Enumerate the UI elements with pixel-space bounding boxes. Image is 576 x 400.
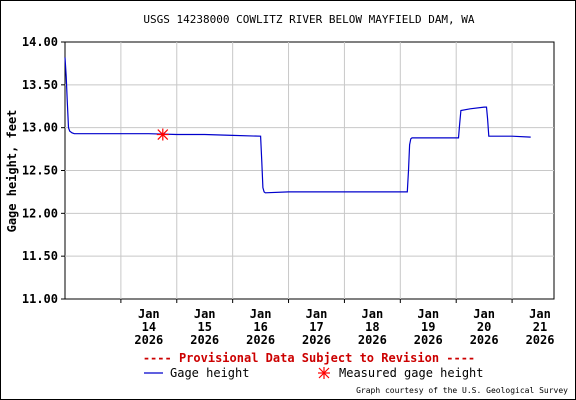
y-tick-label: 12.00 [22,206,58,220]
svg-text:2026: 2026 [414,333,443,347]
y-axis-label: Gage height, feet [5,110,19,233]
measured-point-marker [156,128,169,141]
y-tick-label: 13.00 [22,121,58,135]
y-tick-label: 12.50 [22,164,58,178]
svg-text:2026: 2026 [526,333,555,347]
svg-text:2026: 2026 [302,333,331,347]
svg-text:14: 14 [142,320,156,334]
svg-text:2026: 2026 [246,333,275,347]
svg-text:19: 19 [421,320,435,334]
svg-text:2026: 2026 [470,333,499,347]
courtesy-note: Graph courtesy of the U.S. Geological Su… [356,386,568,395]
svg-text:16: 16 [253,320,267,334]
legend: Gage height Measured gage height [144,366,484,380]
chart-title: USGS 14238000 COWLITZ RIVER BELOW MAYFIE… [143,13,475,26]
y-tick-label: 11.50 [22,249,58,263]
svg-text:Jan: Jan [417,307,439,321]
svg-text:Jan: Jan [473,307,495,321]
svg-text:2026: 2026 [358,333,387,347]
svg-text:18: 18 [365,320,379,334]
svg-text:Jan: Jan [138,307,160,321]
svg-text:15: 15 [197,320,211,334]
legend-marker-measured-icon [318,367,330,379]
svg-text:2026: 2026 [134,333,163,347]
svg-text:2026: 2026 [190,333,219,347]
svg-text:Jan: Jan [362,307,384,321]
svg-text:21: 21 [533,320,547,334]
provisional-note: ---- Provisional Data Subject to Revisio… [143,351,475,365]
svg-text:17: 17 [309,320,323,334]
svg-text:Jan: Jan [250,307,272,321]
series-line-gage-height [64,57,531,194]
legend-label-gage-height: Gage height [170,366,249,380]
y-tick-label: 11.00 [22,292,58,306]
svg-text:Jan: Jan [194,307,216,321]
svg-text:Jan: Jan [306,307,328,321]
y-tick-label: 13.50 [22,78,58,92]
svg-text:Jan: Jan [529,307,551,321]
grid-lines [65,42,554,299]
y-tick-label: 14.00 [22,35,58,49]
svg-text:20: 20 [477,320,491,334]
legend-label-measured: Measured gage height [339,366,484,380]
